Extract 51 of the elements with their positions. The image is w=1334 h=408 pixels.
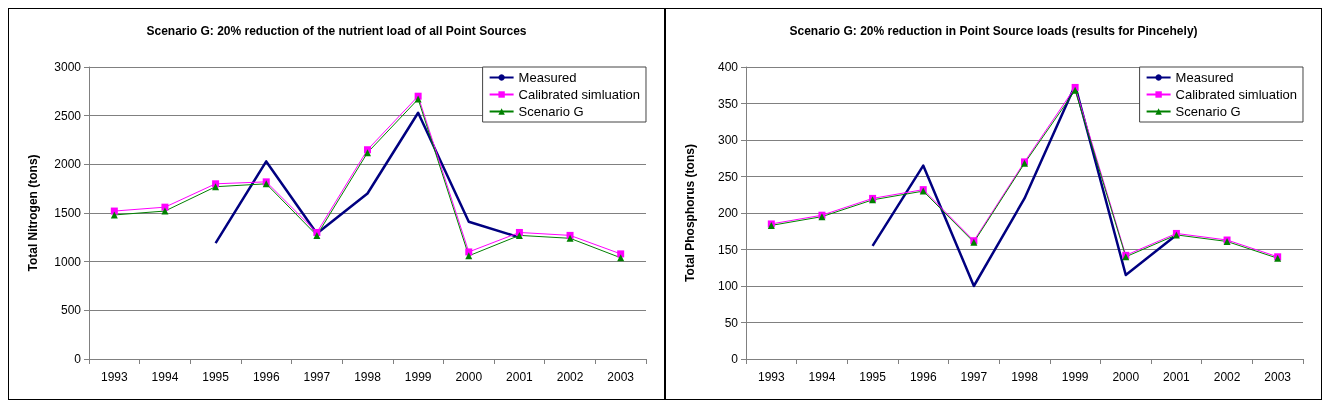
- y-tick-label: 250: [717, 169, 739, 184]
- y-tick-label: 2500: [54, 108, 82, 123]
- point: [617, 250, 625, 258]
- y-axis-title: Total Nitrogen (tons): [26, 154, 40, 272]
- x-tick-label: 1996: [252, 370, 280, 384]
- y-tick-label: 2000: [54, 157, 82, 172]
- y-tick-label: 200: [717, 206, 739, 220]
- y-tick-label: 1500: [54, 206, 82, 220]
- x-tick-label: 2002: [1213, 370, 1241, 384]
- x-tick-label: 1995: [202, 370, 230, 384]
- point: [465, 248, 473, 256]
- x-tick-label: 1999: [404, 370, 432, 384]
- legend-label: Calibrated simluation: [1175, 87, 1298, 102]
- chart-title: Scenario G: 20% reduction of the nutrient load of all Point Sources: [146, 23, 527, 38]
- x-tick-label: 2002: [556, 370, 584, 384]
- y-tick-label: 350: [717, 96, 739, 111]
- x-tick-label: 1998: [354, 370, 382, 384]
- x-tick-label: 1997: [303, 370, 331, 384]
- x-tick-label: 2000: [1112, 370, 1140, 384]
- x-tick-label: 2001: [1163, 370, 1191, 384]
- y-tick-label: 500: [60, 303, 82, 318]
- x-tick-label: 2003: [1264, 370, 1292, 384]
- x-tick-label: 2003: [607, 370, 635, 384]
- y-tick-label: 400: [717, 60, 739, 74]
- y-axis-title: Total Phosphorus (tons): [683, 144, 697, 282]
- y-tick-label: 3000: [54, 60, 82, 74]
- x-tick-label: 2000: [455, 370, 483, 384]
- x-tick-label: 1997: [960, 370, 988, 384]
- x-tick-label: 1995: [859, 370, 887, 384]
- y-tick-label: 0: [731, 352, 739, 366]
- y-tick-label: 100: [717, 279, 739, 293]
- y-tick-label: 1000: [54, 254, 82, 269]
- x-tick-label: 2001: [506, 370, 534, 384]
- chart-title: Scenario G: 20% reduction in Point Source loads (results for Pincehely): [789, 23, 1198, 38]
- x-tick-label: 1996: [909, 370, 937, 384]
- legend-label: Calibrated simluation: [518, 87, 641, 102]
- x-tick-label: 1994: [151, 370, 179, 384]
- legend-label: Scenario G: [1175, 104, 1241, 119]
- x-tick-label: 1993: [100, 370, 128, 384]
- x-tick-label: 1993: [757, 370, 785, 384]
- y-tick-label: 50: [724, 315, 739, 330]
- x-tick-label: 1998: [1011, 370, 1039, 384]
- x-tick-label: 1999: [1061, 370, 1089, 384]
- legend-label: Scenario G: [518, 104, 584, 119]
- legend-label: Measured: [1175, 70, 1234, 85]
- x-tick-label: 1994: [808, 370, 836, 384]
- point: [161, 207, 169, 215]
- y-tick-label: 0: [74, 352, 82, 366]
- y-tick-label: 150: [717, 242, 739, 257]
- y-tick-label: 300: [717, 133, 739, 147]
- legend-label: Measured: [518, 70, 577, 85]
